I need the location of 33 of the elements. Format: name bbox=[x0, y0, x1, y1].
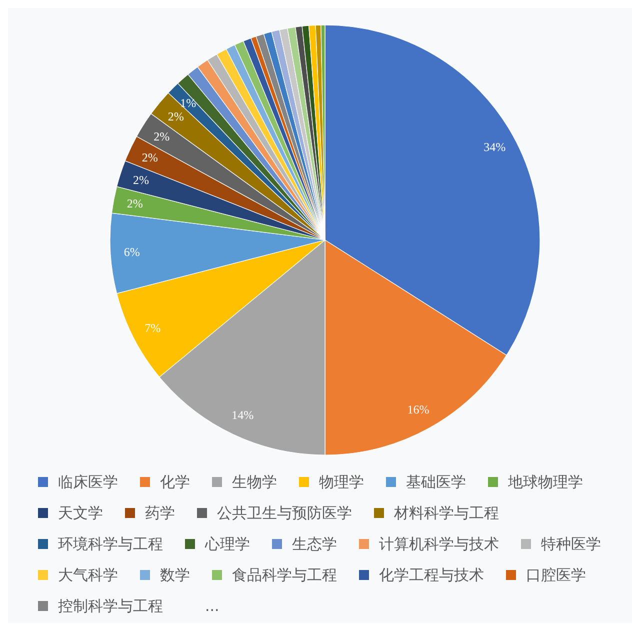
legend-label: 临床医学 bbox=[58, 472, 118, 492]
legend-label: 大气科学 bbox=[58, 566, 118, 584]
data-label: 2% bbox=[142, 150, 158, 165]
data-label: 1% bbox=[180, 96, 196, 110]
legend-label: 口腔医学 bbox=[526, 566, 586, 584]
data-label: 7% bbox=[144, 320, 161, 335]
legend-label: 生物学 bbox=[232, 472, 277, 492]
legend-label: 天文学 bbox=[58, 504, 103, 522]
legend-label: 食品科学与工程 bbox=[232, 566, 337, 584]
data-label: 14% bbox=[232, 408, 254, 422]
legend-label: 地球物理学 bbox=[508, 472, 583, 492]
data-label: 16% bbox=[407, 402, 430, 417]
text: ... bbox=[204, 596, 220, 617]
legend-label: 基础医学 bbox=[406, 472, 466, 492]
legend-label: 数学 bbox=[160, 566, 190, 584]
legend-label: 化学工程与技术 bbox=[379, 566, 484, 584]
legend-label: 特种医学 bbox=[541, 534, 601, 554]
legend-label: 材料科学与工程 bbox=[394, 504, 499, 522]
data-label: 2% bbox=[168, 110, 184, 124]
data-label: 2% bbox=[154, 129, 170, 144]
legend-label: 药学 bbox=[145, 504, 175, 522]
data-label: 6% bbox=[124, 245, 140, 260]
legend-label: 化学 bbox=[160, 472, 190, 492]
legend-label: 物理学 bbox=[319, 472, 364, 492]
legend-label: 生态学 bbox=[292, 534, 337, 554]
legend-label: 计算机科学与技术 bbox=[379, 534, 499, 554]
data-label: 2% bbox=[126, 196, 143, 211]
data-label: 2% bbox=[132, 173, 149, 188]
legend-label: 心理学 bbox=[205, 534, 250, 554]
data-label: 34% bbox=[484, 140, 506, 154]
legend-label: 环境科学与工程 bbox=[58, 534, 163, 554]
legend-label: 公共卫生与预防医学 bbox=[217, 504, 352, 522]
legend-label: 控制科学与工程 bbox=[58, 596, 163, 616]
